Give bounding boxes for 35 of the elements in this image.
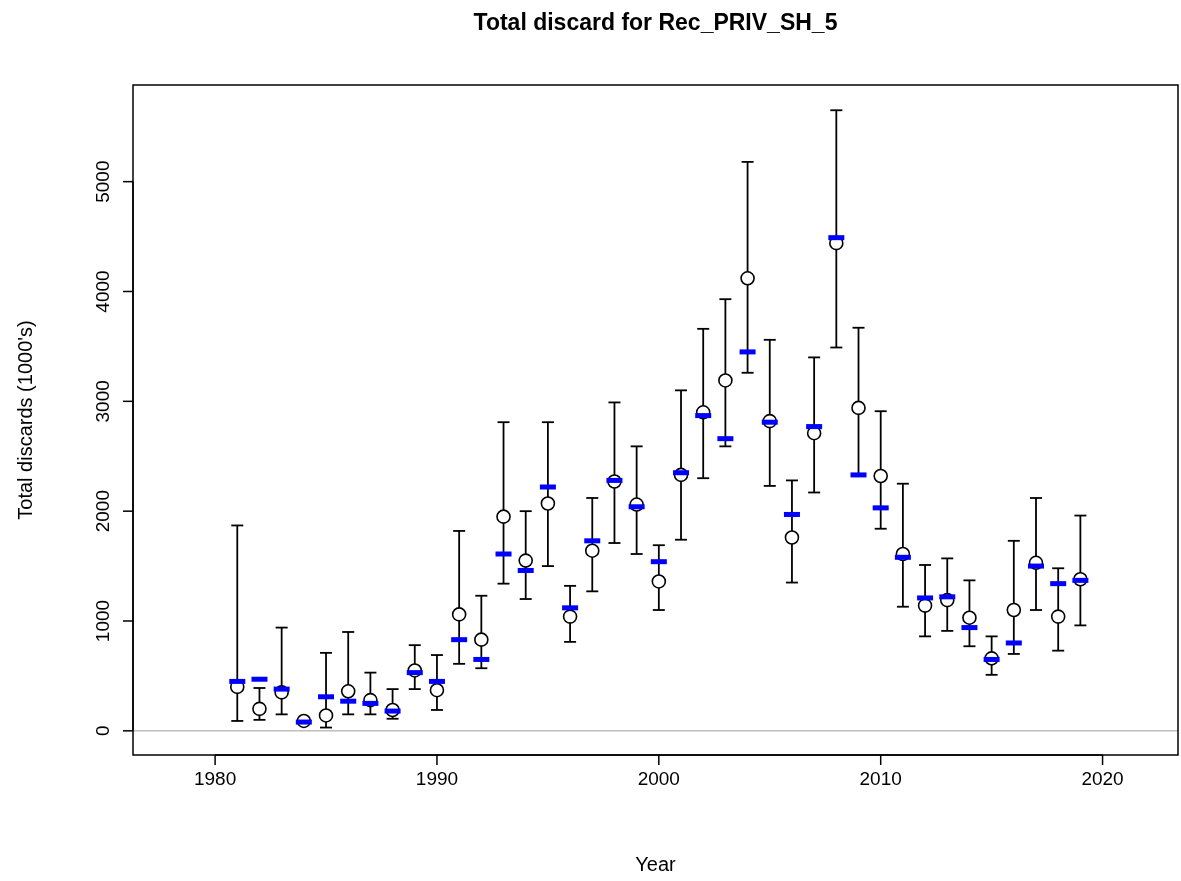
point	[496, 509, 511, 524]
x-tick-label: 2020	[1081, 768, 1124, 789]
point	[851, 400, 866, 416]
point	[740, 271, 755, 286]
x-tick-label: 1990	[415, 768, 459, 789]
point	[540, 496, 556, 511]
y-tick-label: 4000	[92, 270, 113, 313]
point	[584, 543, 600, 559]
point	[451, 607, 467, 622]
x-tick-label: 2000	[637, 768, 680, 789]
point	[651, 574, 667, 589]
point	[1006, 602, 1022, 618]
point	[962, 610, 977, 626]
point	[474, 632, 489, 647]
y-axis-title: Total discards (1000's)	[14, 320, 36, 520]
point	[718, 373, 733, 388]
y-tick-label: 3000	[92, 380, 113, 423]
point	[429, 682, 445, 698]
point	[1050, 609, 1066, 624]
point	[318, 708, 334, 723]
point	[917, 598, 933, 613]
y-tick-label: 5000	[92, 160, 113, 203]
point	[252, 701, 267, 717]
y-tick-label: 1000	[92, 599, 113, 643]
point	[873, 468, 888, 484]
y-tick-label: 0	[92, 725, 113, 737]
y-tick-label: 2000	[92, 490, 113, 533]
x-axis-title: Year	[635, 853, 677, 875]
x-tick-label: 1980	[193, 768, 237, 789]
point	[340, 684, 356, 699]
point	[518, 553, 534, 568]
x-tick-label: 2010	[859, 768, 902, 789]
point	[784, 530, 800, 545]
point	[562, 609, 578, 624]
chart-title: Total discard for Rec_PRIV_SH_5	[473, 9, 838, 35]
